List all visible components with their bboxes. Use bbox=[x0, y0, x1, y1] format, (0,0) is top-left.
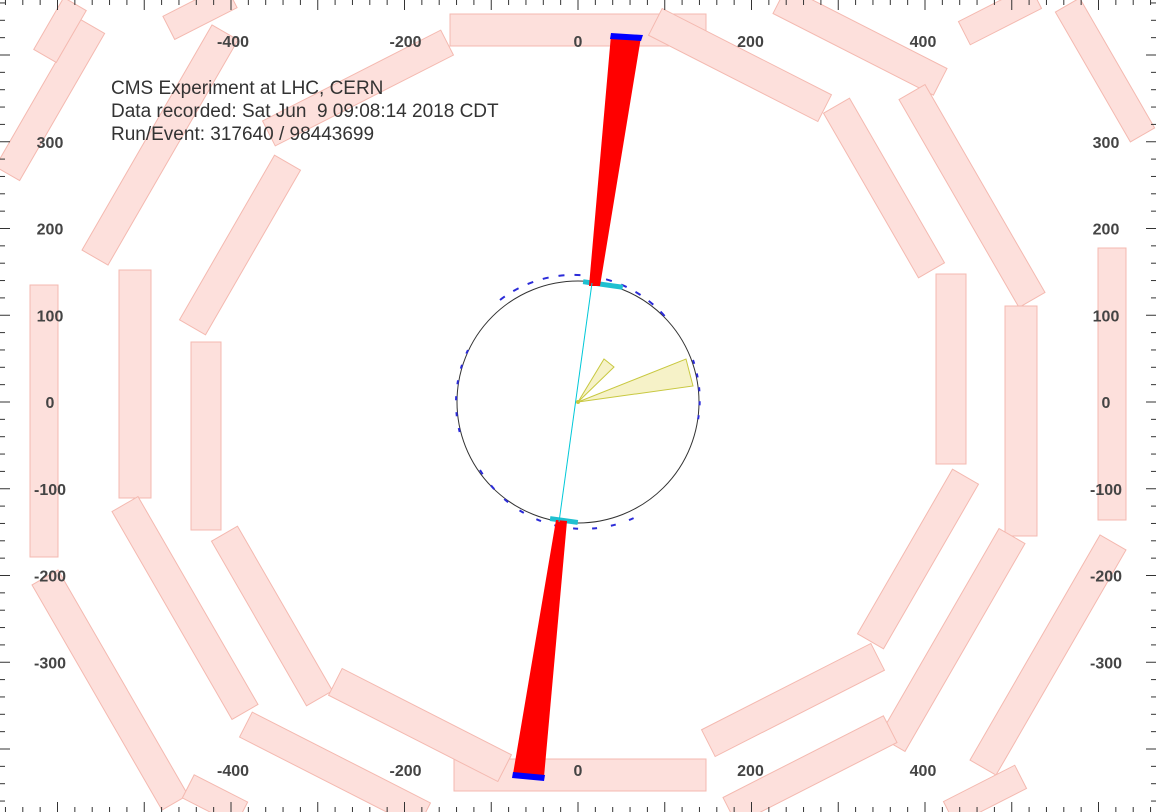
muon-chamber bbox=[1097, 247, 1127, 521]
jet-cone-small bbox=[577, 358, 615, 403]
y-tick-label-left: -200 bbox=[34, 569, 66, 586]
muon-chamber bbox=[31, 569, 189, 811]
x-tick-label-bottom: 200 bbox=[737, 763, 764, 780]
muon-chamber bbox=[700, 642, 886, 758]
y-tick-label-right: 100 bbox=[1093, 308, 1120, 325]
muon-chamber bbox=[81, 24, 239, 266]
muon-chamber bbox=[935, 273, 967, 465]
muon-chamber bbox=[238, 711, 432, 812]
muon-chamber bbox=[969, 534, 1127, 776]
x-tick-label-bottom: -200 bbox=[389, 763, 421, 780]
muon-chamber bbox=[856, 468, 980, 650]
energy-tower-bottom bbox=[513, 520, 567, 777]
x-tick-label-top: 200 bbox=[737, 34, 764, 51]
muon-chamber bbox=[898, 83, 1046, 309]
ecal-hits-right bbox=[692, 359, 701, 421]
muon-chamber bbox=[327, 667, 513, 783]
energy-towers bbox=[512, 33, 643, 781]
x-tick-label-top: -200 bbox=[389, 34, 421, 51]
y-tick-label-right: 0 bbox=[1102, 395, 1111, 412]
x-tick-label-bottom: 0 bbox=[574, 763, 583, 780]
jet-cone-large bbox=[577, 358, 694, 403]
ecal-hits-top bbox=[499, 273, 669, 321]
muon-chamber bbox=[261, 29, 455, 147]
muon-chamber bbox=[181, 774, 249, 812]
jet-cones bbox=[576, 358, 694, 404]
energy-tower-top bbox=[589, 35, 641, 286]
muon-chamber bbox=[1054, 0, 1156, 143]
muon-chamber bbox=[942, 764, 1028, 812]
y-tick-label-right: -200 bbox=[1090, 569, 1122, 586]
y-tick-label-left: 0 bbox=[46, 395, 55, 412]
y-tick-label-right: 300 bbox=[1093, 135, 1120, 152]
ecal-hits-left bbox=[455, 349, 469, 441]
y-tick-label-right: -100 bbox=[1090, 482, 1122, 499]
experiment-label: CMS Experiment at LHC, CERN bbox=[111, 78, 384, 99]
y-tick-label-left: 100 bbox=[37, 308, 64, 325]
x-tick-label-bottom: 400 bbox=[910, 763, 937, 780]
x-tick-label-top: -400 bbox=[217, 34, 249, 51]
energy-tower-top-cap bbox=[610, 33, 643, 41]
energy-tower-bottom-cap bbox=[512, 772, 545, 781]
muon-chamber bbox=[162, 0, 238, 41]
muon-chamber bbox=[772, 0, 948, 96]
muon-chamber bbox=[647, 7, 833, 123]
muon-chamber bbox=[111, 495, 259, 721]
x-tick-label-top: 400 bbox=[910, 34, 937, 51]
muon-chamber bbox=[722, 715, 898, 812]
ecal-cluster-top bbox=[582, 279, 624, 290]
y-tick-label-left: -100 bbox=[34, 482, 66, 499]
muon-chamber bbox=[118, 269, 152, 499]
x-tick-label-top: 0 bbox=[574, 34, 583, 51]
muon-chamber bbox=[957, 0, 1043, 46]
muon-chamber bbox=[1004, 305, 1038, 537]
x-tick-label-bottom: -400 bbox=[217, 763, 249, 780]
muon-chamber bbox=[178, 154, 302, 336]
muon-chamber bbox=[210, 525, 334, 707]
muon-chamber bbox=[190, 341, 222, 531]
ecal-cluster-bottom bbox=[549, 516, 579, 525]
muon-chamber bbox=[29, 284, 59, 558]
vertex-marker bbox=[576, 400, 580, 404]
run-event-label: Run/Event: 317640 / 98443699 bbox=[111, 124, 375, 145]
muon-chamber bbox=[0, 18, 106, 182]
y-tick-label-left: 300 bbox=[37, 135, 64, 152]
muon-chamber bbox=[822, 97, 946, 279]
y-tick-label-left: 200 bbox=[37, 222, 64, 239]
data-recorded-label: Data recorded: Sat Jun 9 09:08:14 2018 C… bbox=[111, 101, 499, 122]
y-tick-label-right: 200 bbox=[1093, 222, 1120, 239]
muon-track bbox=[558, 282, 593, 523]
y-tick-label-left: -300 bbox=[34, 655, 66, 672]
y-tick-label-right: -300 bbox=[1090, 655, 1122, 672]
